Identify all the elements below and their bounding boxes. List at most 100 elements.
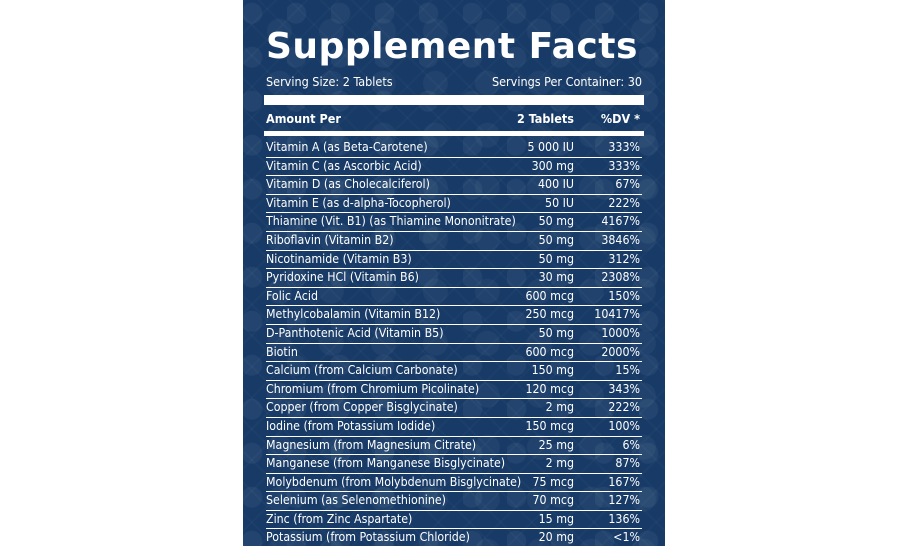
- nutrient-name: Molybdenum (from Molybdenum Bisglycinate…: [266, 474, 522, 489]
- nutrient-amount: 600 mcg: [525, 288, 574, 303]
- header-two-tablets: 2 Tablets: [517, 111, 574, 126]
- nutrient-name: Nicotinamide (Vitamin B3): [266, 251, 412, 266]
- nutrient-daily-value: 3846%: [601, 232, 640, 247]
- servings-per-container: Servings Per Container: 30: [491, 74, 642, 89]
- nutrient-daily-value: <1%: [613, 530, 640, 545]
- header-divider: [264, 131, 644, 136]
- table-row: Iodine (from Potassium Iodide) 150 mcg 100…: [266, 418, 642, 437]
- table-row: D-Panthotenic Acid (Vitamin B5) 50 mg 1000…: [266, 325, 642, 344]
- nutrient-name: Folic Acid: [266, 288, 318, 303]
- table-row: Vitamin E (as d-alpha-Tocopherol) 50 IU 22…: [266, 195, 642, 214]
- nutrient-amount: 15 mg: [538, 511, 574, 526]
- table-row: Calcium (from Calcium Carbonate) 150 mg 15…: [266, 362, 642, 381]
- serving-size: Serving Size: 2 Tablets: [266, 74, 393, 89]
- nutrient-amount: 2 mg: [545, 456, 574, 471]
- nutrient-name: Calcium (from Calcium Carbonate): [266, 363, 458, 378]
- nutrient-list: Vitamin A (as Beta-Carotene) 5 000 IU 333%…: [266, 139, 642, 546]
- nutrient-name: Vitamin E (as d-alpha-Tocopherol): [266, 195, 451, 210]
- nutrient-daily-value: 136%: [608, 511, 640, 526]
- nutrient-daily-value: 343%: [608, 381, 640, 396]
- supplement-facts-label: Supplement Facts Serving Size: 2 Tablets…: [243, 0, 665, 546]
- nutrient-amount: 5 000 IU: [527, 140, 574, 154]
- nutrient-amount: 600 mcg: [525, 344, 574, 359]
- nutrient-amount: 30 mg: [538, 270, 574, 285]
- nutrient-amount: 150 mcg: [525, 418, 574, 433]
- table-row: Nicotinamide (Vitamin B3) 50 mg 312%: [266, 251, 642, 270]
- nutrient-name: Zinc (from Zinc Aspartate): [266, 511, 413, 526]
- nutrient-name: Riboflavin (Vitamin B2): [266, 232, 394, 247]
- table-row: Molybdenum (from Molybdenum Bisglycinate…: [266, 474, 642, 493]
- nutrient-name: Magnesium (from Magnesium Citrate): [266, 437, 477, 452]
- table-row: Biotin 600 mcg 2000%: [266, 344, 642, 363]
- nutrient-daily-value: 222%: [608, 195, 640, 210]
- nutrient-daily-value: 4167%: [601, 214, 640, 229]
- table-row: Manganese (from Manganese Bisglycinate) 2…: [266, 455, 642, 474]
- nutrient-amount: 50 IU: [545, 195, 574, 210]
- nutrient-amount: 50 mg: [538, 214, 574, 229]
- nutrient-amount: 300 mg: [531, 158, 574, 173]
- table-row: Methylcobalamin (Vitamin B12) 250 mcg 1041…: [266, 306, 642, 325]
- table-row: Thiamine (Vit. B1) (as Thiamine Mononitr…: [266, 213, 642, 232]
- table-row: Vitamin C (as Ascorbic Acid) 300 mg 333%: [266, 158, 642, 177]
- nutrient-name: Vitamin A (as Beta-Carotene): [266, 140, 428, 154]
- table-row: Zinc (from Zinc Aspartate) 15 mg 136%: [266, 511, 642, 530]
- nutrient-amount: 120 mcg: [525, 381, 574, 396]
- nutrient-daily-value: 67%: [615, 177, 640, 192]
- nutrient-daily-value: 167%: [608, 474, 640, 489]
- nutrient-name: Copper (from Copper Bisglycinate): [266, 400, 458, 415]
- nutrient-daily-value: 222%: [608, 400, 640, 415]
- nutrient-daily-value: 2308%: [601, 270, 640, 285]
- table-row: Riboflavin (Vitamin B2) 50 mg 3846%: [266, 232, 642, 251]
- nutrient-name: Biotin: [266, 344, 298, 359]
- nutrient-amount: 250 mcg: [525, 307, 574, 322]
- nutrient-daily-value: 312%: [608, 251, 640, 266]
- nutrient-daily-value: 333%: [608, 140, 640, 154]
- nutrient-daily-value: 2000%: [601, 344, 640, 359]
- nutrient-amount: 50 mg: [538, 232, 574, 247]
- nutrient-daily-value: 6%: [622, 437, 640, 452]
- nutrient-name: D-Panthotenic Acid (Vitamin B5): [266, 325, 444, 340]
- nutrient-name: Vitamin D (as Cholecalciferol): [266, 177, 430, 192]
- nutrient-amount: 70 mcg: [532, 493, 574, 508]
- label-title: Supplement Facts: [266, 26, 638, 67]
- table-row: Vitamin D (as Cholecalciferol) 400 IU 67%: [266, 176, 642, 195]
- table-row: Potassium (from Potassium Chloride) 20 mg…: [266, 529, 642, 546]
- table-row: Chromium (from Chromium Picolinate) 120 m…: [266, 381, 642, 400]
- nutrient-daily-value: 10417%: [594, 307, 640, 322]
- nutrient-amount: 50 mg: [538, 251, 574, 266]
- nutrient-name: Methylcobalamin (Vitamin B12): [266, 307, 441, 322]
- table-row: Vitamin A (as Beta-Carotene) 5 000 IU 333%: [266, 139, 642, 158]
- table-row: Magnesium (from Magnesium Citrate) 25 mg 6…: [266, 437, 642, 456]
- nutrient-daily-value: 1000%: [601, 325, 640, 340]
- nutrient-name: Manganese (from Manganese Bisglycinate): [266, 456, 506, 471]
- table-row: Copper (from Copper Bisglycinate) 2 mg 222…: [266, 399, 642, 418]
- nutrient-amount: 20 mg: [538, 530, 574, 545]
- nutrient-daily-value: 87%: [615, 456, 640, 471]
- nutrient-amount: 150 mg: [531, 363, 574, 378]
- nutrient-name: Chromium (from Chromium Picolinate): [266, 381, 480, 396]
- header-daily-value: %DV *: [600, 111, 640, 126]
- nutrient-amount: 400 IU: [538, 177, 574, 192]
- nutrient-amount: 50 mg: [538, 325, 574, 340]
- nutrient-daily-value: 333%: [608, 158, 640, 173]
- thick-divider: [264, 95, 644, 105]
- nutrient-name: Vitamin C (as Ascorbic Acid): [266, 158, 422, 173]
- nutrient-daily-value: 15%: [615, 363, 640, 378]
- table-row: Selenium (as Selenomethionine) 70 mcg 127%: [266, 492, 642, 511]
- serving-info: Serving Size: 2 Tablets Servings Per Con…: [266, 72, 642, 92]
- nutrient-amount: 75 mcg: [532, 474, 574, 489]
- header-amount-per: Amount Per: [266, 111, 341, 126]
- nutrient-name: Iodine (from Potassium Iodide): [266, 418, 436, 433]
- table-row: Pyridoxine HCl (Vitamin B6) 30 mg 2308%: [266, 269, 642, 288]
- nutrient-name: Thiamine (Vit. B1) (as Thiamine Mononitr…: [266, 214, 516, 229]
- nutrient-daily-value: 100%: [608, 418, 640, 433]
- nutrient-daily-value: 127%: [608, 493, 640, 508]
- nutrient-name: Pyridoxine HCl (Vitamin B6): [266, 270, 419, 285]
- table-header: Amount Per 2 Tablets %DV *: [266, 108, 642, 130]
- nutrient-name: Selenium (as Selenomethionine): [266, 493, 446, 508]
- nutrient-amount: 25 mg: [538, 437, 574, 452]
- nutrient-name: Potassium (from Potassium Chloride): [266, 530, 470, 545]
- nutrient-amount: 2 mg: [545, 400, 574, 415]
- table-row: Folic Acid 600 mcg 150%: [266, 288, 642, 307]
- nutrient-daily-value: 150%: [608, 288, 640, 303]
